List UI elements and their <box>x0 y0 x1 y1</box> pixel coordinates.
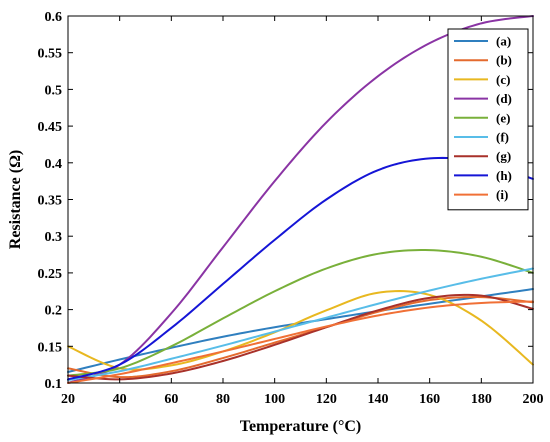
legend-label: (h) <box>496 168 512 183</box>
y-tick-label: 0.25 <box>38 267 63 282</box>
y-tick-label: 0.2 <box>45 304 63 319</box>
legend-label: (g) <box>496 149 511 164</box>
x-tick-label: 100 <box>264 392 285 407</box>
legend: (a) (b) (c) (d) (e) (f) (g) (h) (i) <box>447 28 529 211</box>
x-tick-label: 80 <box>216 392 230 407</box>
y-tick-label: 0.5 <box>45 83 63 98</box>
x-tick-label: 140 <box>368 392 389 407</box>
y-tick-label: 0.1 <box>45 377 63 392</box>
series-line-7 <box>67 293 534 381</box>
series-line-9 <box>67 300 534 384</box>
series-layer <box>67 15 534 384</box>
series-line-5 <box>67 249 534 377</box>
x-tick-label: 180 <box>471 392 492 407</box>
series-line-2 <box>67 296 534 379</box>
legend-label: (d) <box>496 91 512 106</box>
x-tick-label: 200 <box>523 392 544 407</box>
legend-label: (c) <box>496 72 510 87</box>
y-tick-label: 0.6 <box>45 10 63 25</box>
y-tick-label: 0.15 <box>38 340 63 355</box>
x-axis-title: Temperature (°C) <box>240 418 361 435</box>
legend-label: (i) <box>496 187 508 202</box>
legend-box <box>447 28 529 211</box>
series-line-1 <box>67 288 534 373</box>
y-tick-label: 0.55 <box>38 47 63 62</box>
legend-label: (f) <box>496 130 509 145</box>
y-tick-label: 0.3 <box>45 230 63 245</box>
ticks-layer: 20 40 60 80 100 120 140 160 180 200 0.1 0.15 0.2 0.25… <box>38 10 544 407</box>
x-tick-label: 120 <box>316 392 337 407</box>
y-tick-label: 0.4 <box>45 157 63 172</box>
x-tick-label: 60 <box>164 392 178 407</box>
legend-label: (b) <box>496 53 512 68</box>
x-tick-label: 40 <box>113 392 127 407</box>
legend-label: (e) <box>496 110 510 125</box>
y-tick-label: 0.45 <box>38 120 63 135</box>
y-axis-title: Resistance (Ω) <box>7 150 24 249</box>
series-line-6 <box>67 267 534 382</box>
series-line-3 <box>67 290 534 371</box>
x-tick-label: 160 <box>419 392 440 407</box>
y-tick-label: 0.35 <box>38 194 63 209</box>
x-tick-label: 20 <box>61 392 75 407</box>
legend-label: (a) <box>496 34 511 49</box>
